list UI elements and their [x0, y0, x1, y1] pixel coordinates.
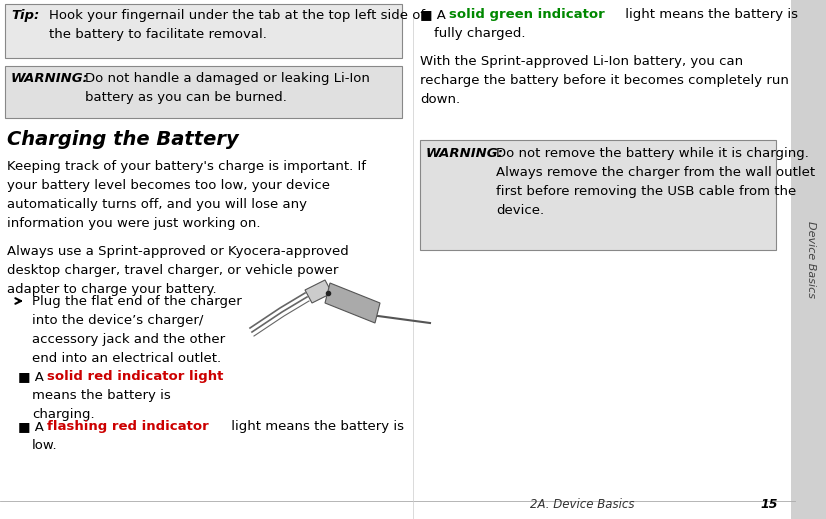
- Text: first before removing the USB cable from the: first before removing the USB cable from…: [496, 185, 796, 198]
- Text: Device Basics: Device Basics: [805, 221, 815, 298]
- Polygon shape: [325, 283, 380, 323]
- Text: WARNING:: WARNING:: [11, 72, 89, 85]
- Text: 15: 15: [760, 498, 777, 511]
- Text: Do not remove the battery while it is charging.: Do not remove the battery while it is ch…: [496, 147, 809, 160]
- Text: into the device’s charger/: into the device’s charger/: [32, 314, 203, 327]
- Text: Plug the flat end of the charger: Plug the flat end of the charger: [32, 295, 242, 308]
- Text: ■ A: ■ A: [420, 8, 450, 21]
- Text: means the battery is: means the battery is: [32, 389, 171, 402]
- Text: Charging the Battery: Charging the Battery: [7, 130, 239, 149]
- Text: flashing red indicator: flashing red indicator: [47, 420, 209, 433]
- Text: desktop charger, travel charger, or vehicle power: desktop charger, travel charger, or vehi…: [7, 264, 339, 277]
- Text: the battery to facilitate removal.: the battery to facilitate removal.: [49, 28, 267, 41]
- Text: Tip:: Tip:: [11, 9, 40, 22]
- Text: Do not handle a damaged or leaking Li-Ion: Do not handle a damaged or leaking Li-Io…: [85, 72, 370, 85]
- Text: your battery level becomes too low, your device: your battery level becomes too low, your…: [7, 179, 330, 192]
- Text: 2A. Device Basics: 2A. Device Basics: [530, 498, 634, 511]
- Text: accessory jack and the other: accessory jack and the other: [32, 333, 225, 346]
- FancyBboxPatch shape: [5, 4, 402, 58]
- Text: fully charged.: fully charged.: [434, 27, 525, 40]
- Text: ■ A: ■ A: [18, 370, 48, 383]
- Text: With the Sprint-approved Li-Ion battery, you can: With the Sprint-approved Li-Ion battery,…: [420, 55, 743, 68]
- Polygon shape: [305, 280, 332, 303]
- Text: down.: down.: [420, 93, 460, 106]
- Text: device.: device.: [496, 204, 544, 217]
- Text: adapter to charge your battery.: adapter to charge your battery.: [7, 283, 216, 296]
- Text: recharge the battery before it becomes completely run: recharge the battery before it becomes c…: [420, 74, 789, 87]
- Text: charging.: charging.: [32, 408, 95, 421]
- Text: light means the battery is: light means the battery is: [227, 420, 404, 433]
- FancyBboxPatch shape: [791, 0, 826, 519]
- Text: information you were just working on.: information you were just working on.: [7, 217, 260, 230]
- Text: automatically turns off, and you will lose any: automatically turns off, and you will lo…: [7, 198, 307, 211]
- Text: Hook your fingernail under the tab at the top left side of: Hook your fingernail under the tab at th…: [49, 9, 425, 22]
- Text: solid red indicator light: solid red indicator light: [47, 370, 223, 383]
- Text: WARNING:: WARNING:: [426, 147, 504, 160]
- Text: Always use a Sprint-approved or Kyocera-approved: Always use a Sprint-approved or Kyocera-…: [7, 245, 349, 258]
- Text: low.: low.: [32, 439, 58, 452]
- Text: light means the battery is: light means the battery is: [621, 8, 798, 21]
- Text: end into an electrical outlet.: end into an electrical outlet.: [32, 352, 221, 365]
- Text: Keeping track of your battery's charge is important. If: Keeping track of your battery's charge i…: [7, 160, 366, 173]
- Text: solid green indicator: solid green indicator: [449, 8, 605, 21]
- Text: battery as you can be burned.: battery as you can be burned.: [85, 91, 287, 104]
- Text: Always remove the charger from the wall outlet: Always remove the charger from the wall …: [496, 166, 815, 179]
- FancyBboxPatch shape: [420, 140, 776, 250]
- FancyBboxPatch shape: [5, 66, 402, 118]
- Text: ■ A: ■ A: [18, 420, 48, 433]
